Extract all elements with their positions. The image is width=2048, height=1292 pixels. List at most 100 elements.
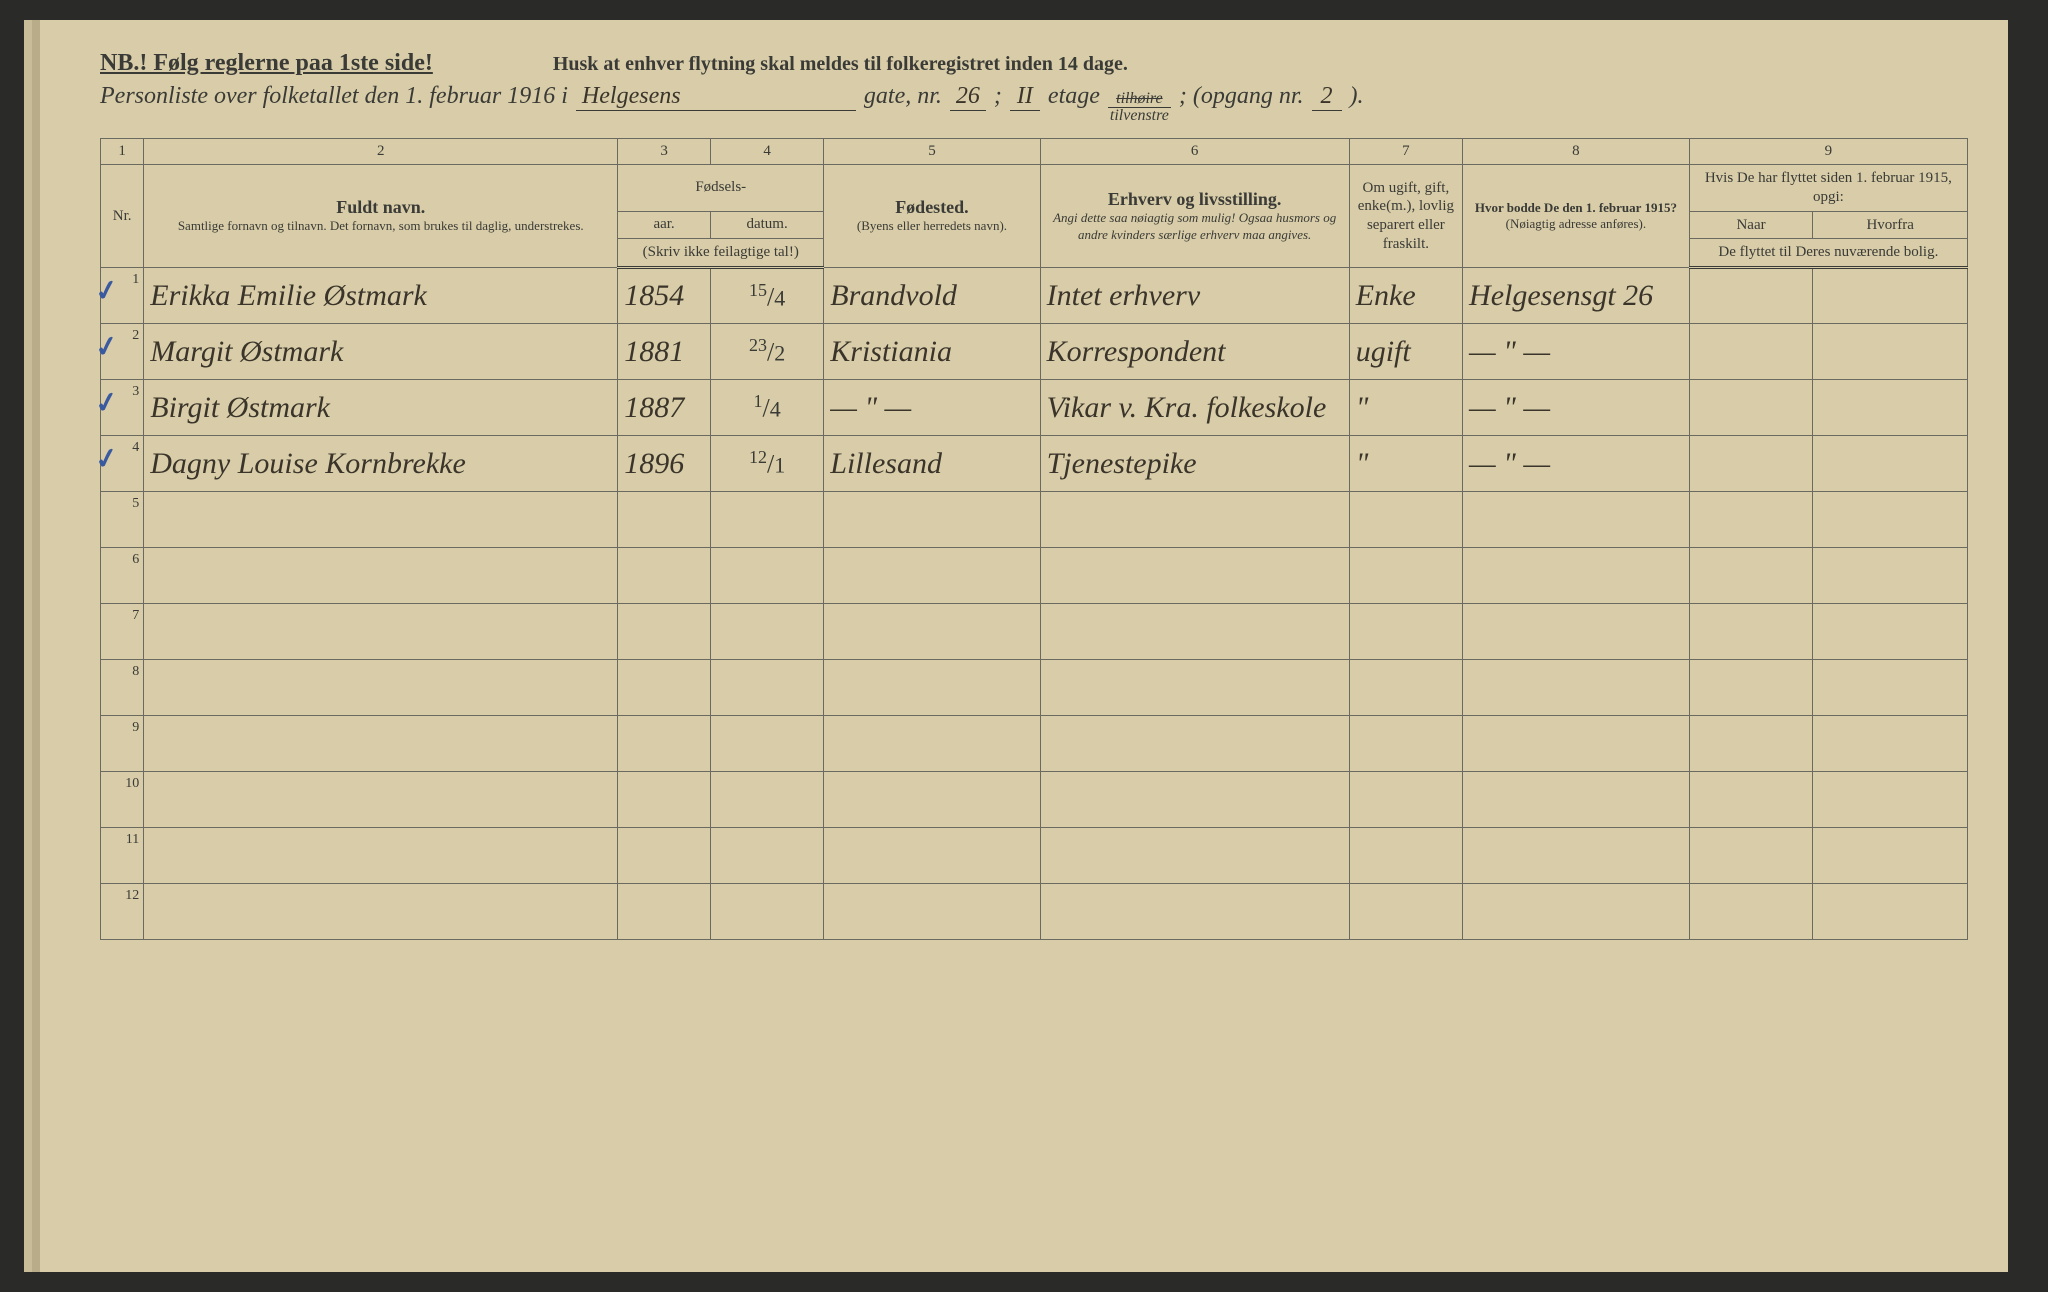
colnum-4: 4 — [710, 139, 823, 165]
row-prev-address: Helgesensgt 26 — [1463, 268, 1690, 324]
row-marital: " — [1349, 380, 1462, 436]
row-date — [710, 548, 823, 604]
row-name-value: Dagny Louise Kornbrekke — [150, 447, 466, 480]
row-moved-from — [1813, 548, 1968, 604]
row-moved-when — [1689, 660, 1813, 716]
row-moved-when — [1689, 716, 1813, 772]
row-occupation-value: Vikar v. Kra. folkeskole — [1047, 391, 1327, 424]
row-occupation-value: Tjenestepike — [1047, 447, 1197, 480]
row-moved-when — [1689, 548, 1813, 604]
hdr-moved-main: Hvis De har flyttet siden 1. februar 191… — [1689, 165, 1967, 212]
row-date — [710, 492, 823, 548]
row-year — [618, 492, 711, 548]
row-name: Margit Østmark — [144, 324, 618, 380]
table-row: 5 — [101, 492, 1968, 548]
colnum-9: 9 — [1689, 139, 1967, 165]
row-name — [144, 772, 618, 828]
opgang-close: ). — [1350, 83, 1364, 110]
row-moved-when — [1689, 492, 1813, 548]
row-moved-from — [1813, 772, 1968, 828]
hdr-occ-main: Erhverv og livsstilling. — [1047, 189, 1343, 210]
row-birthplace: Kristiania — [824, 324, 1040, 380]
row-prev-address-value: — " — — [1469, 391, 1550, 424]
nb-notice: NB.! Følg reglerne paa 1ste side! — [100, 50, 433, 77]
checkmark-icon: ✓ — [92, 328, 121, 366]
row-date: 1/4 — [710, 380, 823, 436]
row-year: 1854 — [618, 268, 711, 324]
hdr-prev-main: Hvor bodde De den 1. februar 1915? — [1469, 200, 1683, 216]
row-occupation — [1040, 884, 1349, 940]
row-birthplace — [824, 716, 1040, 772]
row-moved-from — [1813, 884, 1968, 940]
row-date — [710, 772, 823, 828]
row-prev-address — [1463, 884, 1690, 940]
row-marital: Enke — [1349, 268, 1462, 324]
table-row: 7 — [101, 604, 1968, 660]
hdr-prev-sub: (Nøiagtig adresse anføres). — [1469, 216, 1683, 232]
row-nr: 12 — [101, 884, 144, 940]
row-marital: ugift — [1349, 324, 1462, 380]
row-nr: ✓1 — [101, 268, 144, 324]
row-moved-when — [1689, 884, 1813, 940]
row-moved-from — [1813, 604, 1968, 660]
row-occupation — [1040, 660, 1349, 716]
row-nr: 7 — [101, 604, 144, 660]
row-year-value: 1887 — [624, 391, 684, 424]
colnum-7: 7 — [1349, 139, 1462, 165]
row-occupation-value: Intet erhverv — [1047, 279, 1201, 312]
row-occupation — [1040, 492, 1349, 548]
row-year-value: 1854 — [624, 279, 684, 312]
hdr-marital: Om ugift, gift, enke(m.), lovlig separer… — [1349, 165, 1462, 268]
row-year: 1896 — [618, 436, 711, 492]
row-prev-address — [1463, 604, 1690, 660]
row-occupation — [1040, 716, 1349, 772]
street-name: Helgesens — [576, 83, 856, 111]
row-marital — [1349, 716, 1462, 772]
row-prev-address — [1463, 492, 1690, 548]
etage-val: II — [1010, 83, 1040, 111]
row-name: Dagny Louise Kornbrekke — [144, 436, 618, 492]
hdr-occ: Erhverv og livsstilling. Angi dette saa … — [1040, 165, 1349, 268]
census-sheet: NB.! Følg reglerne paa 1ste side! Husk a… — [40, 20, 2008, 1272]
row-moved-from — [1813, 716, 1968, 772]
table-row: 11 — [101, 828, 1968, 884]
table-body: ✓1Erikka Emilie Østmark185415/4Brandvold… — [101, 268, 1968, 940]
colnum-6: 6 — [1040, 139, 1349, 165]
table-row: 6 — [101, 548, 1968, 604]
row-birthplace-value: Brandvold — [830, 279, 957, 312]
gate-nr: 26 — [950, 83, 986, 111]
row-occupation — [1040, 548, 1349, 604]
hdr-moved-when: Naar — [1689, 211, 1813, 239]
row-marital — [1349, 772, 1462, 828]
row-name — [144, 660, 618, 716]
row-prev-address — [1463, 772, 1690, 828]
colnum-5: 5 — [824, 139, 1040, 165]
row-occupation: Tjenestepike — [1040, 436, 1349, 492]
row-occupation: Vikar v. Kra. folkeskole — [1040, 380, 1349, 436]
row-moved-when — [1689, 324, 1813, 380]
row-marital — [1349, 660, 1462, 716]
row-name-value: Birgit Østmark — [150, 391, 330, 424]
row-name — [144, 828, 618, 884]
row-marital-value: " — [1356, 447, 1369, 480]
title-line: Personliste over folketallet den 1. febr… — [100, 83, 1968, 124]
side-bot: tilvenstre — [1108, 108, 1171, 124]
row-year — [618, 828, 711, 884]
row-birthplace: Lillesand — [824, 436, 1040, 492]
row-prev-address: — " — — [1463, 380, 1690, 436]
row-prev-address-value: — " — — [1469, 335, 1550, 368]
reminder-text: Husk at enhver flytning skal meldes til … — [553, 53, 1128, 76]
hdr-bp-sub: (Byens eller herredets navn). — [830, 218, 1033, 234]
row-date — [710, 604, 823, 660]
row-moved-from — [1813, 828, 1968, 884]
hdr-bp-main: Fødested. — [830, 197, 1033, 218]
row-moved-when — [1689, 436, 1813, 492]
table-row: ✓2Margit Østmark188123/2KristianiaKorres… — [101, 324, 1968, 380]
hdr-birth-note: (Skriv ikke feilagtige tal!) — [618, 239, 824, 268]
row-occupation — [1040, 604, 1349, 660]
hdr-birth: Fødsels- — [618, 165, 824, 212]
table-row: 8 — [101, 660, 1968, 716]
row-prev-address: — " — — [1463, 324, 1690, 380]
row-moved-from — [1813, 324, 1968, 380]
row-birthplace-value: — " — — [830, 391, 911, 424]
